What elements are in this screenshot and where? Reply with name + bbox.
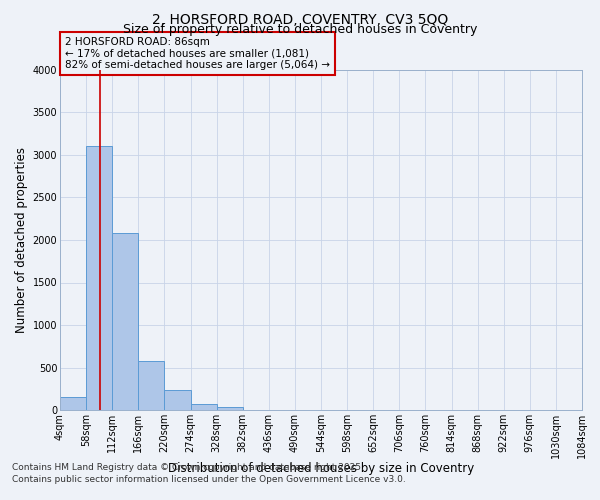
Bar <box>191 404 217 410</box>
X-axis label: Distribution of detached houses by size in Coventry: Distribution of detached houses by size … <box>168 462 474 475</box>
Bar <box>217 406 242 410</box>
Text: Contains HM Land Registry data © Crown copyright and database right 2025.: Contains HM Land Registry data © Crown c… <box>12 464 364 472</box>
Bar <box>86 146 112 410</box>
Text: Contains public sector information licensed under the Open Government Licence v3: Contains public sector information licen… <box>12 475 406 484</box>
Text: 2 HORSFORD ROAD: 86sqm
← 17% of detached houses are smaller (1,081)
82% of semi-: 2 HORSFORD ROAD: 86sqm ← 17% of detached… <box>65 37 330 70</box>
Bar <box>164 390 191 410</box>
Bar <box>139 360 164 410</box>
Y-axis label: Number of detached properties: Number of detached properties <box>16 147 28 333</box>
Bar <box>60 397 86 410</box>
Bar <box>112 233 139 410</box>
Text: 2, HORSFORD ROAD, COVENTRY, CV3 5QQ: 2, HORSFORD ROAD, COVENTRY, CV3 5QQ <box>152 12 448 26</box>
Text: Size of property relative to detached houses in Coventry: Size of property relative to detached ho… <box>123 22 477 36</box>
